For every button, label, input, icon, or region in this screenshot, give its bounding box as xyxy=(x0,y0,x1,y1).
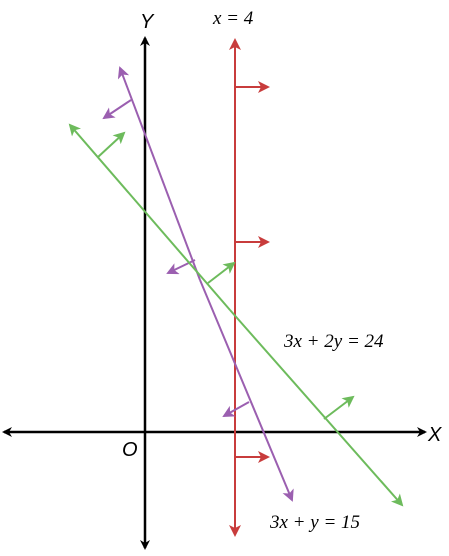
line-label: 3x + y = 15 xyxy=(269,512,360,533)
axes xyxy=(2,36,427,550)
origin-label: O xyxy=(122,439,138,461)
x-axis-label: X xyxy=(427,424,442,446)
line-x4 xyxy=(229,38,270,537)
line-label: 3x + 2y = 24 xyxy=(283,331,384,352)
line-3x-y-15 xyxy=(102,66,294,502)
line-3x-2y-24 xyxy=(68,123,404,507)
y-axis-label: Y xyxy=(140,11,155,33)
line-label: x = 4 xyxy=(212,8,254,29)
